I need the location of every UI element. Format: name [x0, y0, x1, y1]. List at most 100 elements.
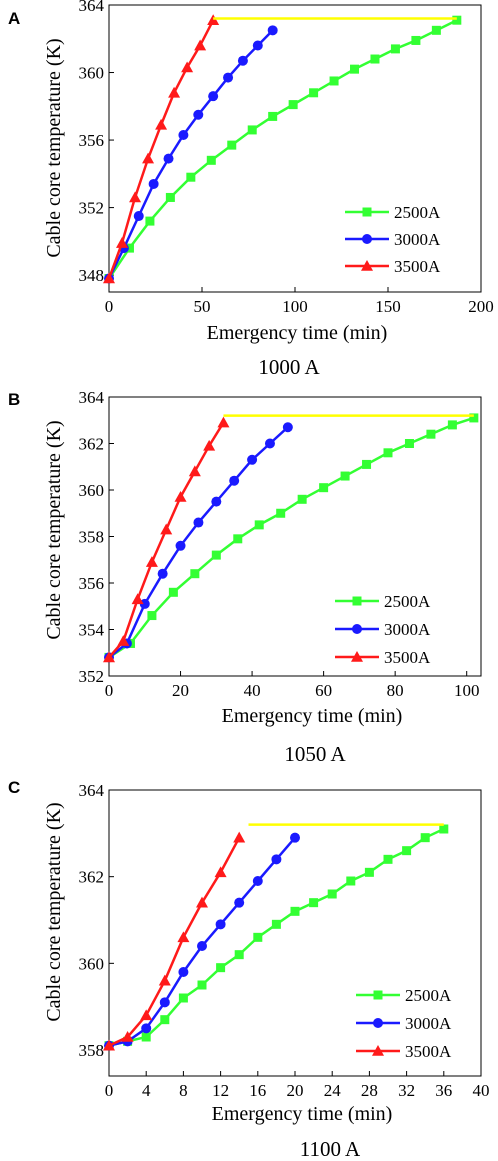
series-3000a-point	[229, 475, 240, 486]
series-3500a-point	[131, 593, 144, 605]
x-tick-label: 80	[387, 681, 404, 700]
series-3500a-line	[107, 19, 215, 279]
x-tick-label: 28	[361, 1081, 378, 1100]
y-tick-label: 360	[79, 64, 105, 83]
series-3500a-point	[203, 439, 216, 451]
series-2500a-point	[290, 906, 300, 916]
series-3000a-point	[141, 1023, 152, 1034]
y-tick-label: 362	[79, 435, 105, 454]
y-tick-label: 364	[79, 388, 105, 407]
y-tick-label: 364	[79, 0, 105, 15]
series-3000a-point	[282, 422, 293, 433]
legend-label: 3500A	[394, 257, 441, 276]
series-2500a-point	[145, 216, 155, 226]
x-tick-label: 200	[468, 297, 494, 316]
x-tick-label: 20	[172, 681, 189, 700]
series-3500a-point	[217, 416, 230, 428]
x-tick-label: 4	[142, 1081, 151, 1100]
series-3500a-point	[158, 974, 171, 986]
x-axis-title: Emergency time (min)	[222, 705, 403, 727]
series-3000a-point	[237, 55, 248, 66]
series-2500a-point	[186, 172, 196, 182]
series-2500a-point	[227, 140, 237, 150]
y-tick-label: 352	[79, 199, 105, 218]
series-2500a-point	[426, 429, 436, 439]
x-axis-title: Emergency time (min)	[212, 1103, 393, 1125]
legend-marker	[351, 651, 363, 662]
series-3000a-point	[252, 40, 263, 51]
legend-label: 3000A	[394, 230, 441, 249]
series-2500a-point	[271, 919, 281, 929]
series-3500a-point	[214, 866, 227, 878]
legend-marker	[373, 990, 383, 1000]
legend-marker	[362, 207, 372, 217]
series-2500a-point	[411, 35, 421, 45]
series-2500a-point	[288, 100, 298, 110]
series-3500a-point	[103, 651, 115, 663]
series-2500a-point	[178, 993, 188, 1003]
series-2500a-point	[309, 898, 319, 908]
series-3000a-point	[175, 540, 186, 551]
x-tick-label: 100	[454, 681, 480, 700]
legend-label: 3000A	[384, 620, 431, 639]
series-2500a-point	[340, 471, 350, 481]
series-3500a-point	[155, 118, 168, 130]
x-tick-label: 60	[315, 681, 332, 700]
x-tick-label: 40	[473, 1081, 490, 1100]
series-3000a-point	[157, 568, 168, 579]
series-3000a-point	[193, 517, 204, 528]
series-3500a-point	[116, 237, 129, 248]
series-3500a-point	[140, 1009, 153, 1021]
x-tick-label: 36	[435, 1081, 452, 1100]
series-2500a-point	[297, 494, 307, 504]
y-tick-label: 360	[79, 481, 105, 500]
series-2500a-point	[439, 824, 449, 834]
series-3500a-line	[108, 421, 225, 659]
series-3000a-point	[290, 832, 300, 843]
series-3000a-point	[133, 211, 144, 222]
series-3000a-point	[178, 129, 189, 140]
panel-label: A	[8, 9, 20, 28]
series-3000a-point	[178, 967, 189, 977]
series-3000a-point	[264, 438, 275, 449]
y-axis-title: Cable core temperature (K)	[43, 802, 65, 1021]
legend-marker	[352, 596, 362, 606]
series-2500a-point	[404, 439, 414, 448]
series-3500a-point	[103, 272, 115, 284]
series-2500a-point	[147, 611, 157, 621]
series-3500a-point	[160, 523, 173, 535]
panel-a: A Cable core temperature (K) Emergency t…	[8, 0, 494, 379]
series-3000a-point	[148, 178, 159, 189]
series-2500a-point	[197, 980, 207, 990]
legend-label: 3500A	[384, 648, 431, 667]
y-tick-label: 356	[79, 131, 105, 150]
panel-label: B	[8, 390, 20, 409]
series-3500a-point	[188, 465, 201, 477]
series-2500a-point	[268, 111, 278, 121]
series-2500a-point	[319, 483, 329, 493]
series-3500a-line	[108, 837, 241, 1047]
legend-label: 3500A	[405, 1042, 452, 1061]
x-tick-label: 50	[194, 297, 211, 316]
series-2500a-point	[168, 587, 178, 597]
series-2500a-point	[452, 15, 462, 25]
x-tick-label: 40	[244, 681, 261, 700]
series-3000a-point	[215, 919, 226, 930]
legend-label: 2500A	[405, 986, 452, 1005]
series-3000a-point	[159, 997, 170, 1008]
series-2500a-point	[390, 44, 400, 54]
series-2500a-point	[190, 569, 200, 579]
x-tick-label: 16	[249, 1081, 266, 1100]
x-tick-label: 8	[179, 1081, 188, 1100]
panel-label: C	[8, 778, 20, 797]
y-tick-label: 358	[79, 1041, 105, 1060]
series-2500a-point	[327, 889, 337, 899]
series-3500a-point	[145, 556, 158, 567]
legend-label: 2500A	[384, 592, 431, 611]
y-tick-label: 356	[79, 574, 105, 593]
series-2500a-point	[254, 520, 264, 530]
series-2500a-point	[402, 846, 412, 856]
series-2500a-point	[350, 64, 360, 74]
series-2500a-point	[160, 1015, 170, 1025]
series-2500a-point	[309, 88, 319, 98]
